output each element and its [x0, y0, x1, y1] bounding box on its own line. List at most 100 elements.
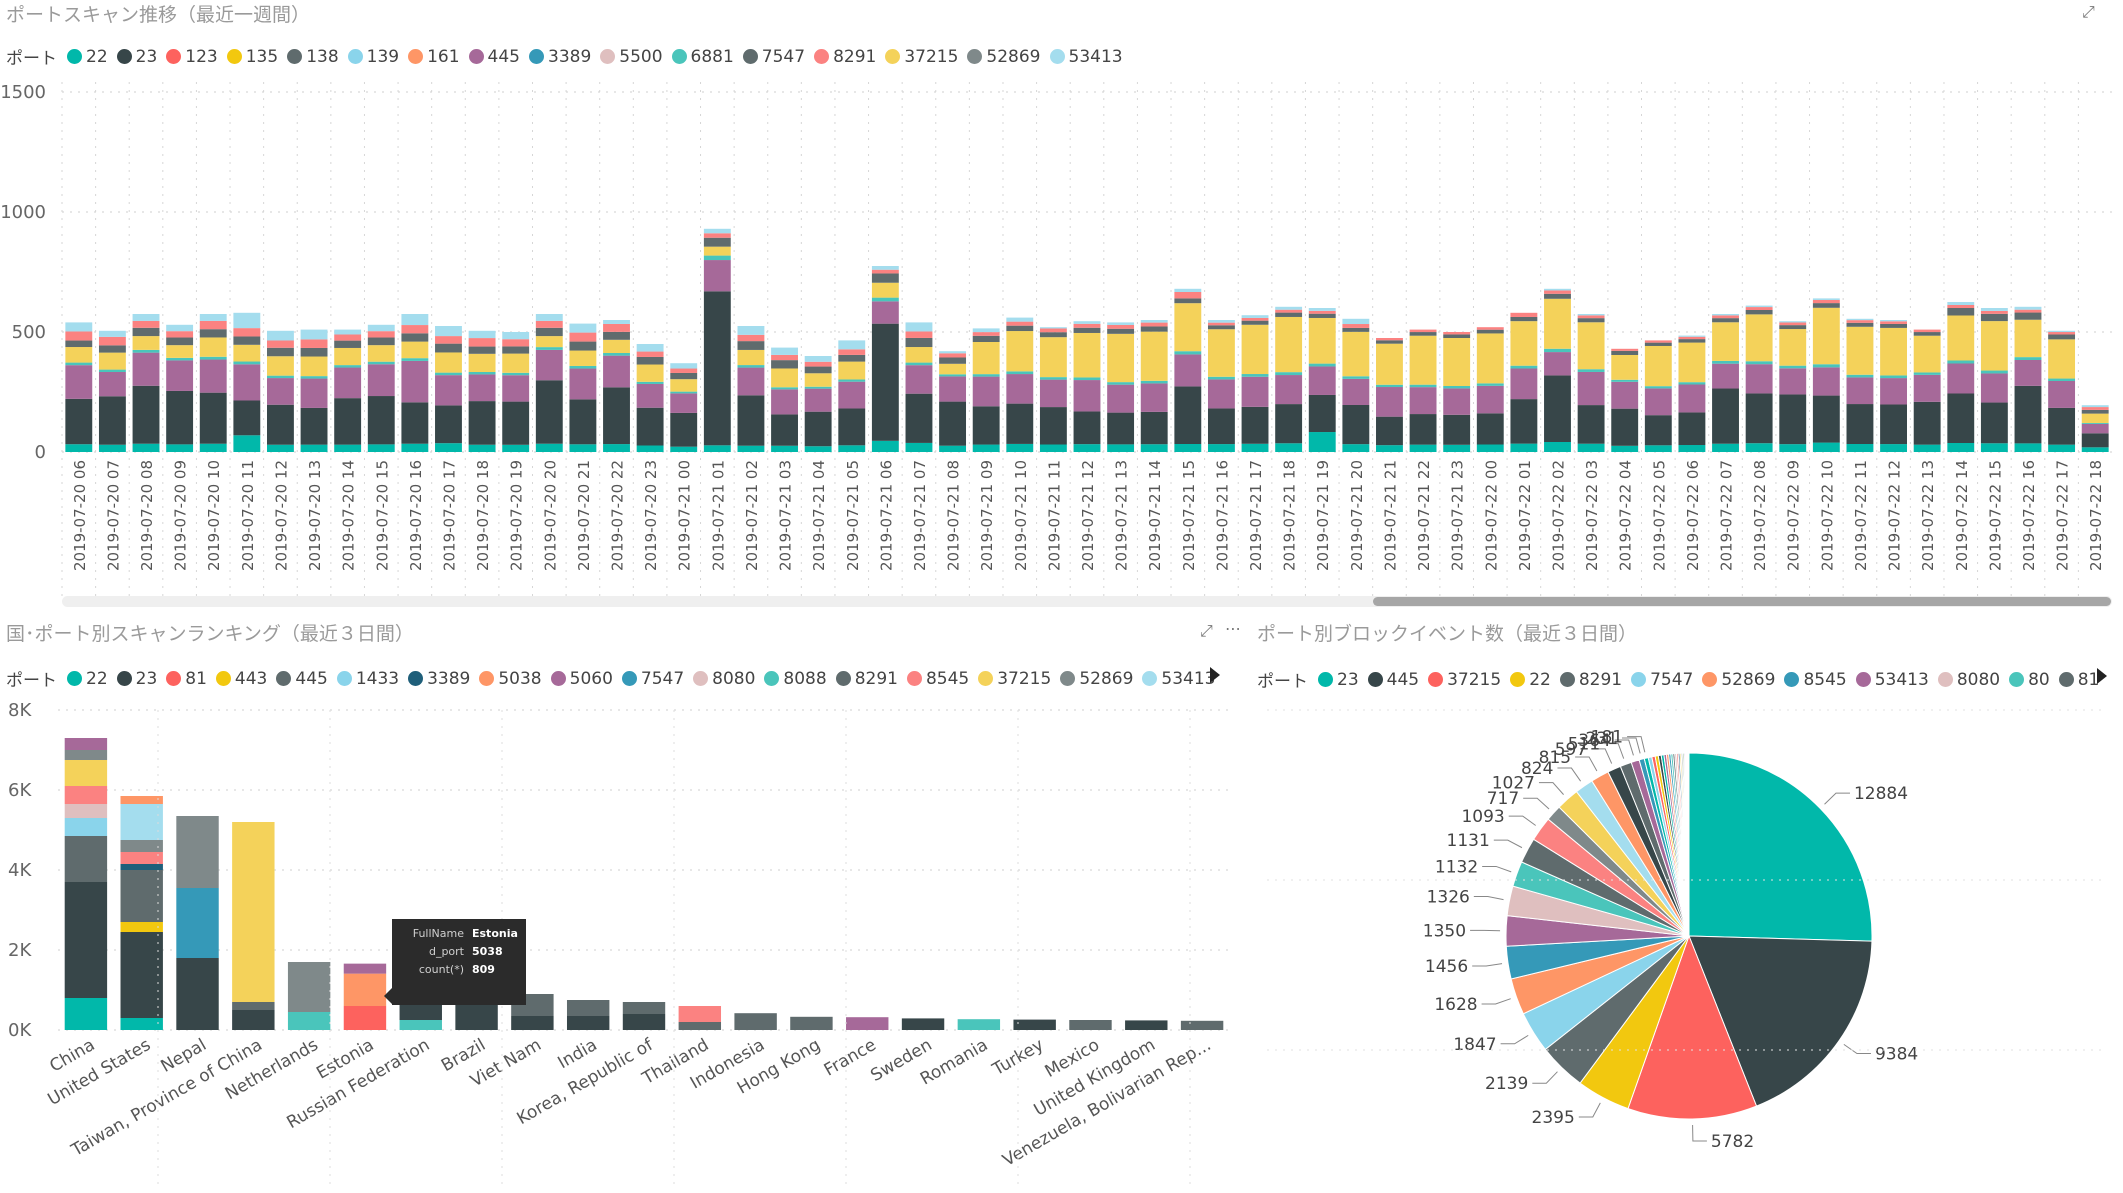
- pie-leader-line: [1500, 1034, 1529, 1045]
- legend-label: 22: [1529, 669, 1551, 690]
- legend-item[interactable]: 37215: [885, 47, 958, 67]
- bar-segment: [233, 400, 261, 436]
- bar-segment: [1308, 366, 1336, 395]
- legend-item[interactable]: 443: [215, 669, 267, 689]
- port-block-events-panel[interactable]: ポート別ブロックイベント数（最近３日間） ポート 23 445 37215 22 8291…: [1247, 615, 2123, 1193]
- legend-item[interactable]: 5500: [600, 47, 663, 67]
- legend-item[interactable]: 8291: [814, 47, 876, 67]
- legend-item[interactable]: 6881: [671, 46, 734, 67]
- bar-segment: [401, 402, 429, 444]
- legend-item[interactable]: 3389: [408, 669, 470, 689]
- bar-segment: [468, 338, 496, 347]
- legend-item[interactable]: 37215: [978, 669, 1051, 689]
- legend-item[interactable]: 53413: [1049, 47, 1123, 67]
- legend-item[interactable]: 7547: [1631, 670, 1693, 690]
- bar-segment: [1207, 322, 1235, 326]
- bar-segment: [972, 374, 1000, 377]
- bar-segment: [1980, 370, 2008, 374]
- x-tick-label: 2019-07-21 13: [1113, 460, 1131, 571]
- legend-item[interactable]: 8291: [835, 669, 898, 689]
- legend-item[interactable]: 53413: [1855, 670, 1929, 690]
- bar-segment: [1409, 332, 1437, 336]
- legend-item[interactable]: 23: [116, 669, 157, 689]
- bar-segment: [569, 444, 597, 452]
- legend-item[interactable]: 5060: [550, 669, 613, 689]
- bar-segment: [1913, 401, 1941, 445]
- focus-mode-icon[interactable]: ⤢: [2082, 2, 2095, 21]
- legend-label: 6881: [690, 46, 734, 67]
- bar-segment: [838, 361, 866, 380]
- legend-item[interactable]: 52869: [1060, 669, 1133, 689]
- bar-segment: [1376, 338, 1403, 341]
- bar-segment: [569, 323, 597, 333]
- horizontal-scrollbar-track[interactable]: [62, 596, 2112, 607]
- bar-segment: [535, 349, 563, 381]
- legend-item[interactable]: 8545: [906, 669, 969, 689]
- legend-next-arrow-icon[interactable]: [2097, 668, 2107, 684]
- bar-segment: [1409, 384, 1437, 388]
- legend-item[interactable]: 80: [2009, 670, 2050, 690]
- legend-item[interactable]: 81: [166, 669, 207, 689]
- bar-segment: [1443, 414, 1471, 445]
- legend-item[interactable]: 5038: [479, 669, 542, 689]
- legend-item[interactable]: 445: [1367, 670, 1419, 690]
- legend-next-arrow-icon[interactable]: [1210, 667, 1220, 683]
- legend-item[interactable]: 123: [166, 47, 218, 67]
- legend-item[interactable]: 81: [2058, 670, 2099, 690]
- legend-item[interactable]: 22: [67, 669, 108, 689]
- legend-item[interactable]: 53413: [1142, 669, 1216, 689]
- legend-item[interactable]: 8080: [693, 669, 755, 689]
- legend-item[interactable]: 8088: [764, 669, 827, 689]
- legend-item[interactable]: 52869: [967, 47, 1041, 67]
- bar-segment: [636, 344, 664, 352]
- legend-item[interactable]: 3389: [529, 47, 591, 67]
- bar-segment: [1039, 328, 1067, 333]
- legend-item[interactable]: 7547: [742, 47, 805, 67]
- legend-item[interactable]: 37215: [1428, 670, 1501, 690]
- bar-segment: [1376, 343, 1403, 385]
- bar-segment: [569, 365, 597, 369]
- bar-segment: [2081, 407, 2109, 410]
- focus-mode-icon[interactable]: ⤢: [1200, 621, 1213, 640]
- legend-item[interactable]: 445: [276, 669, 328, 689]
- horizontal-scrollbar-thumb[interactable]: [1373, 597, 2111, 606]
- legend-item[interactable]: 8545: [1784, 670, 1847, 690]
- bar-segment: [535, 443, 563, 452]
- legend-item[interactable]: 445: [468, 47, 520, 67]
- country-port-ranking-panel[interactable]: 国･ポート別スキャンランキング（最近３日間） ⤢ ⋯ ポート 22 23 81 443 4…: [0, 615, 1247, 1193]
- legend-item[interactable]: 22: [1510, 670, 1551, 690]
- legend-item[interactable]: 23: [116, 47, 157, 67]
- bar-segment: [1544, 293, 1571, 299]
- bar-segment: [569, 341, 597, 351]
- bar-segment: [1342, 324, 1370, 328]
- legend-item[interactable]: 52869: [1702, 670, 1775, 690]
- bar-segment: [1476, 413, 1504, 445]
- bar-segment: [905, 331, 933, 338]
- port-scan-trend-panel[interactable]: ポートスキャン推移（最近一週間） ⤢ ポート 22 23 123 135 138 139 16…: [0, 0, 2123, 615]
- legend-item[interactable]: 161: [408, 47, 460, 67]
- legend-item[interactable]: 139: [347, 47, 399, 67]
- bar-segment: [1913, 444, 1941, 452]
- more-options-icon[interactable]: ⋯: [1225, 619, 1241, 638]
- legend-item[interactable]: 7547: [621, 669, 684, 689]
- bar-segment: [771, 368, 798, 388]
- legend-item[interactable]: 135: [226, 47, 278, 67]
- bar-segment: [1947, 302, 1975, 305]
- bar-segment: [166, 345, 194, 358]
- legend-item[interactable]: 8291: [1559, 670, 1622, 690]
- legend-item[interactable]: 23: [1318, 670, 1359, 690]
- legend-item[interactable]: 22: [67, 47, 108, 67]
- legend-item[interactable]: 138: [287, 47, 339, 67]
- pie-leader-line: [1604, 743, 1625, 759]
- bar-segment: [65, 340, 93, 348]
- bar-segment: [1308, 363, 1336, 367]
- bar-segment: [120, 852, 163, 864]
- bar-segment: [1644, 340, 1672, 343]
- legend-item[interactable]: 1433: [336, 669, 399, 689]
- bar-segment: [2014, 359, 2042, 386]
- bar-segment: [120, 840, 163, 852]
- pie-data-label: 9384: [1875, 1045, 1918, 1065]
- bar-segment: [367, 324, 395, 332]
- legend-item[interactable]: 8080: [1937, 670, 2000, 690]
- bar-segment: [401, 325, 429, 334]
